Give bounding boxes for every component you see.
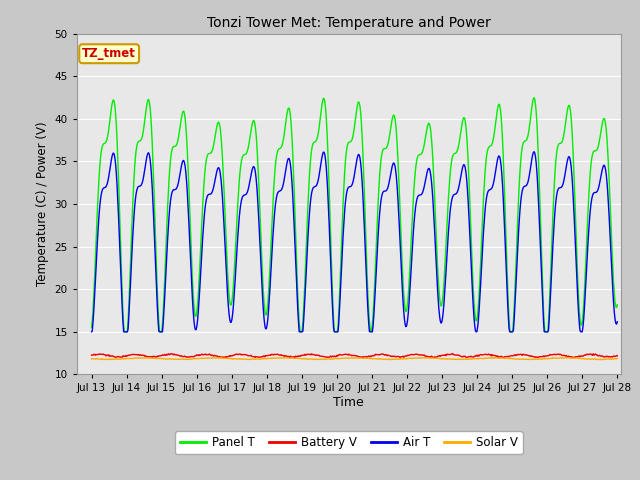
Text: TZ_tmet: TZ_tmet: [82, 47, 136, 60]
Air T: [97, 193, 105, 199]
Panel T: [614, 302, 621, 308]
Air T: [433, 284, 441, 289]
Legend: Panel T, Battery V, Air T, Solar V: Panel T, Battery V, Air T, Solar V: [175, 432, 522, 454]
Air T: [614, 319, 621, 324]
Battery V: [614, 353, 621, 359]
Line: Solar V: Solar V: [92, 358, 618, 360]
Air T: [205, 192, 212, 197]
Panel T: [120, 329, 128, 335]
Battery V: [435, 353, 442, 359]
Battery V: [151, 354, 159, 360]
Solar V: [151, 355, 159, 361]
Solar V: [205, 355, 212, 360]
Y-axis label: Temperature (C) / Power (V): Temperature (C) / Power (V): [36, 122, 49, 286]
Battery V: [449, 351, 456, 357]
Air T: [530, 149, 538, 155]
Panel T: [435, 274, 442, 280]
Solar V: [433, 356, 441, 361]
Panel T: [205, 151, 213, 156]
Line: Air T: Air T: [92, 152, 618, 332]
Solar V: [88, 356, 95, 361]
Air T: [88, 329, 95, 335]
Battery V: [232, 351, 240, 357]
Title: Tonzi Tower Met: Temperature and Power: Tonzi Tower Met: Temperature and Power: [207, 16, 491, 30]
Battery V: [418, 352, 426, 358]
Line: Panel T: Panel T: [92, 98, 618, 332]
Solar V: [418, 355, 426, 361]
Air T: [151, 252, 159, 258]
Battery V: [88, 352, 95, 358]
Solar V: [614, 356, 621, 361]
Battery V: [430, 355, 438, 360]
Panel T: [97, 151, 105, 156]
Solar V: [488, 355, 495, 360]
Panel T: [88, 324, 95, 330]
Air T: [232, 258, 240, 264]
Solar V: [598, 357, 606, 363]
Solar V: [97, 357, 105, 362]
Air T: [418, 191, 426, 196]
Panel T: [530, 95, 538, 101]
Panel T: [419, 148, 427, 154]
Line: Battery V: Battery V: [92, 354, 618, 358]
Panel T: [233, 215, 241, 220]
X-axis label: Time: Time: [333, 396, 364, 409]
Battery V: [205, 352, 212, 358]
Solar V: [232, 356, 240, 362]
Panel T: [152, 247, 160, 253]
Battery V: [97, 351, 105, 357]
